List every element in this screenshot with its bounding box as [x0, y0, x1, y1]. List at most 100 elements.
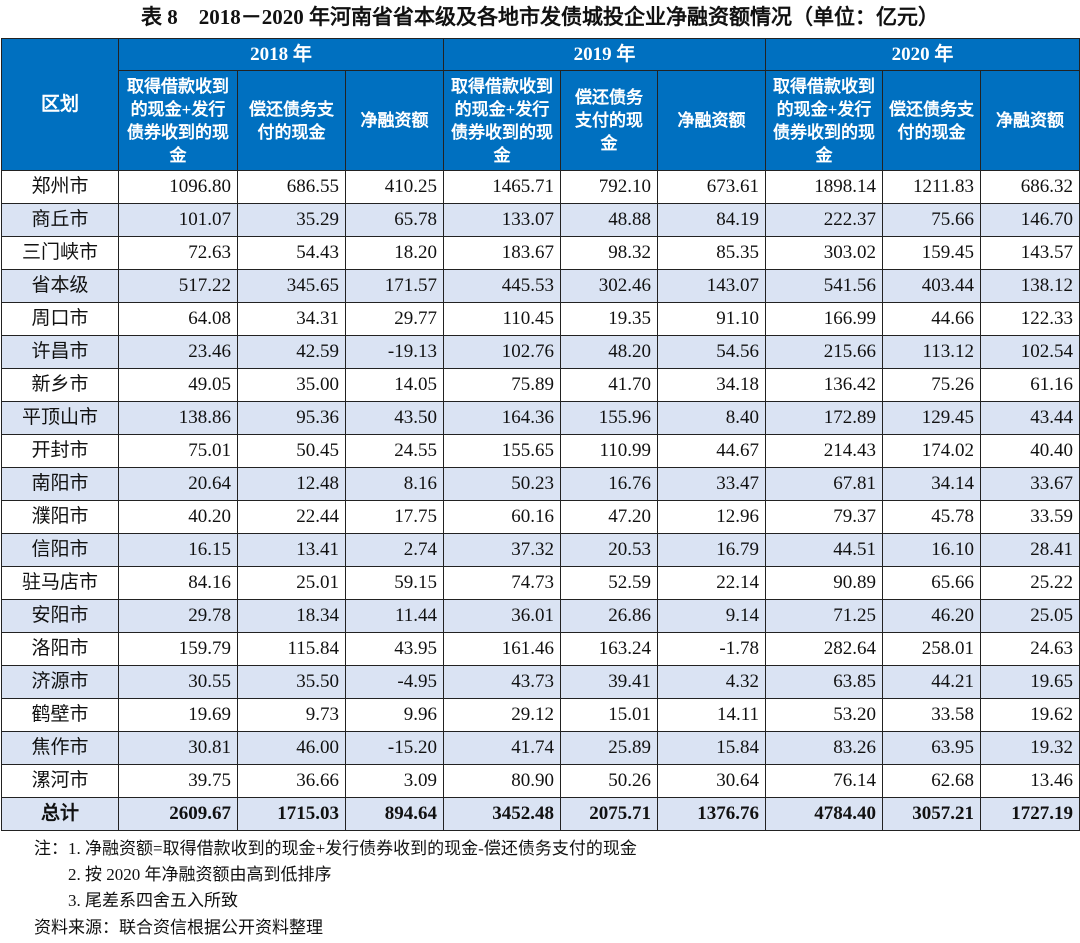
value-cell: 46.00	[237, 731, 346, 765]
value-cell: 65.66	[882, 566, 981, 600]
value-cell: 174.02	[882, 434, 981, 468]
value-cell: 44.67	[657, 434, 766, 468]
value-cell: 102.76	[443, 335, 561, 369]
table-row: 郑州市 1096.80 686.55 410.25 1465.71 792.10 673.6…	[1, 170, 1080, 204]
value-cell: 44.51	[765, 533, 883, 567]
value-cell: 163.24	[560, 632, 658, 666]
value-cell: 143.07	[657, 269, 766, 303]
value-cell: 64.08	[118, 302, 238, 336]
region-cell: 鹤壁市	[1, 698, 119, 732]
value-cell: 33.47	[657, 467, 766, 501]
region-cell: 济源市	[1, 665, 119, 699]
value-cell: 303.02	[765, 236, 883, 270]
table-row: 信阳市 16.15 13.41 2.74 37.32 20.53 16.79 44.51 16.…	[1, 533, 1080, 567]
value-cell: 46.20	[882, 599, 981, 633]
value-cell: 1376.76	[657, 797, 766, 831]
value-cell: 37.32	[443, 533, 561, 567]
notes: 注：1. 净融资额=取得借款收到的现金+发行债券收到的现金-偿还债务支付的现金 …	[34, 836, 637, 914]
table-row: 鹤壁市 19.69 9.73 9.96 29.12 15.01 14.11 53.20 33.5…	[1, 698, 1080, 732]
value-cell: 90.89	[765, 566, 883, 600]
value-cell: 67.81	[765, 467, 883, 501]
value-cell: 16.79	[657, 533, 766, 567]
value-cell: 75.66	[882, 203, 981, 237]
header-borrowing-2019: 取得借款收到的现金+发行债券收到的现金	[443, 70, 561, 171]
value-cell: 39.41	[560, 665, 658, 699]
note-2: 2. 按 2020 年净融资额由高到低排序	[68, 865, 332, 884]
region-cell: 周口市	[1, 302, 119, 336]
value-cell: 36.66	[237, 764, 346, 798]
value-cell: 445.53	[443, 269, 561, 303]
value-cell: 34.18	[657, 368, 766, 402]
header-year-2020: 2020 年	[765, 38, 1080, 71]
value-cell: 15.84	[657, 731, 766, 765]
value-cell: 17.75	[345, 500, 444, 534]
total-row: 总计 2609.67 1715.03 894.64 3452.48 2075.71 1376…	[1, 797, 1080, 831]
value-cell: -19.13	[345, 335, 444, 369]
value-cell: 302.46	[560, 269, 658, 303]
value-cell: 63.85	[765, 665, 883, 699]
value-cell: 686.32	[980, 170, 1080, 204]
value-cell: 12.48	[237, 467, 346, 501]
region-cell: 开封市	[1, 434, 119, 468]
value-cell: 40.20	[118, 500, 238, 534]
value-cell: 2.74	[345, 533, 444, 567]
value-cell: 138.12	[980, 269, 1080, 303]
value-cell: 161.46	[443, 632, 561, 666]
value-cell: 9.96	[345, 698, 444, 732]
value-cell: 43.44	[980, 401, 1080, 435]
value-cell: 83.26	[765, 731, 883, 765]
value-cell: 686.55	[237, 170, 346, 204]
value-cell: 23.46	[118, 335, 238, 369]
value-cell: 49.05	[118, 368, 238, 402]
value-cell: 30.64	[657, 764, 766, 798]
value-cell: 13.46	[980, 764, 1080, 798]
value-cell: 13.41	[237, 533, 346, 567]
value-cell: 34.14	[882, 467, 981, 501]
value-cell: 3.09	[345, 764, 444, 798]
value-cell: 85.35	[657, 236, 766, 270]
value-cell: 12.96	[657, 500, 766, 534]
value-cell: 8.40	[657, 401, 766, 435]
note-3: 3. 尾差系四舍五入所致	[68, 891, 238, 910]
header-net-2018: 净融资额	[345, 70, 444, 171]
value-cell: 18.20	[345, 236, 444, 270]
net-financing-table: 区划 2018 年 2019 年 2020 年 取得借款收到的现金+发行债券收到…	[1, 38, 1080, 831]
value-cell: 80.90	[443, 764, 561, 798]
value-cell: 65.78	[345, 203, 444, 237]
value-cell: 214.43	[765, 434, 883, 468]
header-repayment-2019: 偿还债务支付的现金	[560, 70, 658, 171]
table-row: 许昌市 23.46 42.59 -19.13 102.76 48.20 54.56 215.6…	[1, 335, 1080, 369]
value-cell: 42.59	[237, 335, 346, 369]
region-cell: 新乡市	[1, 368, 119, 402]
value-cell: 19.69	[118, 698, 238, 732]
value-cell: 29.78	[118, 599, 238, 633]
table-row: 平顶山市 138.86 95.36 43.50 164.36 155.96 8.40 172.…	[1, 401, 1080, 435]
header-borrowing-2020: 取得借款收到的现金+发行债券收到的现金	[765, 70, 883, 171]
value-cell: 72.63	[118, 236, 238, 270]
source-note: 资料来源：联合资信根据公开资料整理	[34, 918, 323, 937]
region-cell: 南阳市	[1, 467, 119, 501]
value-cell: 62.68	[882, 764, 981, 798]
value-cell: 60.16	[443, 500, 561, 534]
value-cell: 24.63	[980, 632, 1080, 666]
table-row: 新乡市 49.05 35.00 14.05 75.89 41.70 34.18 136.42 7…	[1, 368, 1080, 402]
value-cell: 410.25	[345, 170, 444, 204]
value-cell: 34.31	[237, 302, 346, 336]
value-cell: 22.44	[237, 500, 346, 534]
value-cell: 143.57	[980, 236, 1080, 270]
value-cell: 16.76	[560, 467, 658, 501]
value-cell: 19.35	[560, 302, 658, 336]
value-cell: 14.05	[345, 368, 444, 402]
value-cell: 29.77	[345, 302, 444, 336]
table-row: 焦作市 30.81 46.00 -15.20 41.74 25.89 15.84 83.26 6…	[1, 731, 1080, 765]
region-cell: 漯河市	[1, 764, 119, 798]
value-cell: 35.00	[237, 368, 346, 402]
value-cell: 2609.67	[118, 797, 238, 831]
value-cell: 1715.03	[237, 797, 346, 831]
value-cell: 138.86	[118, 401, 238, 435]
value-cell: 9.73	[237, 698, 346, 732]
value-cell: 1465.71	[443, 170, 561, 204]
value-cell: 792.10	[560, 170, 658, 204]
value-cell: 76.14	[765, 764, 883, 798]
table-row: 洛阳市 159.79 115.84 43.95 161.46 163.24 -1.78 282…	[1, 632, 1080, 666]
